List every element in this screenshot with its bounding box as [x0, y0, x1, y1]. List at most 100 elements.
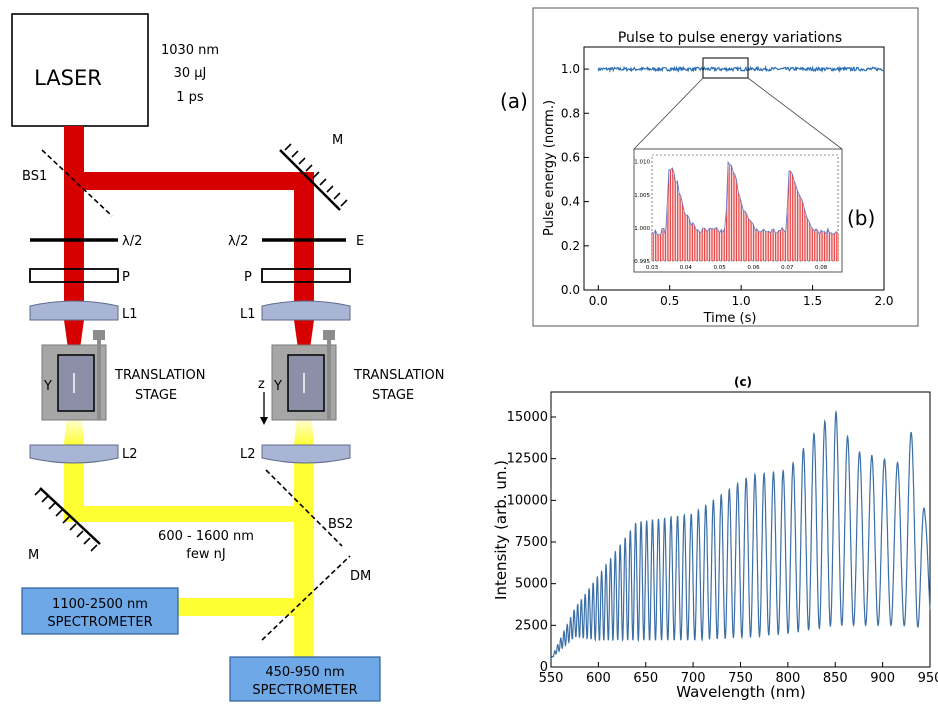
- chart-a-xtick-label: 0.5: [660, 294, 679, 308]
- chart-c-xtick-label: 650: [633, 671, 658, 686]
- chart-a-xlabel: Time (s): [703, 311, 757, 326]
- chart-c-xtick-label: 550: [539, 671, 564, 686]
- spectrometer-vis-label: SPECTROMETER: [252, 683, 357, 698]
- laser-spec-duration: 1 ps: [176, 90, 204, 105]
- chart-c-xtick-label: 800: [775, 671, 800, 686]
- inset-xtick-label: 0.05: [714, 265, 727, 271]
- chart-c-xtick-label: 900: [870, 671, 895, 686]
- polarizer-left-label: P: [122, 270, 130, 285]
- chart-a-ylabel: Pulse energy (norm.): [542, 100, 557, 236]
- lens-l2-right-label: L2: [240, 447, 256, 462]
- chart-a-series-line: [597, 64, 885, 74]
- chart-c-ticks: 550 600 650 700 750 800 850 900 950 0 2500 5000 7500…: [507, 410, 938, 686]
- chart-a-ytick-label: 0.6: [561, 150, 580, 164]
- attenuator-label: E: [356, 234, 364, 249]
- bs1-label: BS1: [22, 169, 47, 184]
- chart-a-ytick-label: 1.0: [561, 62, 580, 76]
- inset-ytick-label: 1.010: [634, 160, 650, 166]
- waveplate-left-label: λ/2: [122, 234, 142, 249]
- mirror-bottom: [34, 487, 101, 552]
- spectrometer-ir-box: [21, 587, 179, 635]
- spectrometer-vis-box: [229, 656, 381, 702]
- chart-a-xtick-label: 0.0: [589, 294, 608, 308]
- inset-ytick-label: 0.995: [634, 259, 650, 265]
- lens-l1-right: [261, 300, 351, 321]
- sc-energy-label: few nJ: [186, 547, 225, 562]
- stage-left-label-1: TRANSLATION: [114, 368, 205, 383]
- chart-a-ticks: 0.0 0.5 1.0 1.5 2.0 0.0 0.2 0.4 0.6 0.8 1.0: [561, 62, 894, 308]
- chart-c-ytick-label: 12500: [507, 452, 548, 467]
- laser-box: [11, 13, 149, 127]
- chart-a-ytick-label: 0.4: [561, 195, 580, 209]
- chart-c-series-line: [550, 409, 931, 659]
- inset-series-line: [651, 160, 839, 236]
- inset-xtick-label: 0.04: [680, 265, 693, 271]
- chart-a-ytick-label: 0.0: [561, 283, 580, 297]
- z-axis-label: z: [258, 377, 265, 392]
- inset-xtick-label: 0.03: [646, 265, 659, 271]
- sc-range-label: 600 - 1600 nm: [158, 529, 254, 544]
- zoom-box: [702, 57, 749, 79]
- mirror-bottom-label: M: [28, 548, 39, 563]
- spectrometer-vis-range: 450-950 nm: [265, 665, 344, 680]
- lens-l2-left-label: L2: [122, 447, 138, 462]
- optical-setup: LASER 1030 nm 30 μJ 1 ps BS1: [11, 13, 444, 702]
- chart-c-ytick-label: 7500: [515, 535, 548, 550]
- inset-xtick-label: 0.06: [747, 265, 760, 271]
- zoom-connector-left: [633, 77, 704, 150]
- chart-c-xtick-label: 850: [823, 671, 848, 686]
- chart-a-ytick-label: 0.2: [561, 239, 580, 253]
- chart-spectrum: (c) 550 600 650 700 750 800 850 900 950 0 2500 5000…: [492, 375, 938, 701]
- translation-stage-left: [41, 330, 107, 421]
- lens-l1-left-label: L1: [122, 307, 138, 322]
- panel-a-label: (a): [500, 89, 528, 113]
- z-axis-arrow: [260, 392, 268, 425]
- spectrometer-ir-range: 1100-2500 nm: [52, 597, 148, 612]
- zoom-connector-right: [747, 77, 843, 150]
- chart-a-xtick-label: 1.0: [732, 294, 751, 308]
- lens-l2-right: [261, 444, 351, 464]
- spectrometer-ir-label: SPECTROMETER: [47, 615, 152, 630]
- laser-label: LASER: [34, 66, 102, 90]
- chart-a-plot-area: [583, 46, 885, 291]
- chart-c-ytick-label: 10000: [507, 493, 548, 508]
- chart-pulse-energy: (a) Pulse to pulse energy variations 0.0…: [500, 7, 919, 327]
- beamsplitter-bs2: [265, 469, 343, 547]
- stage-left-label-2: STAGE: [135, 388, 177, 403]
- polarizer-right: [261, 268, 351, 283]
- chart-c-ytick-label: 2500: [515, 618, 548, 633]
- crystal-right-label: Y: [273, 379, 282, 394]
- chart-c-xlabel: Wavelength (nm): [676, 683, 806, 701]
- polarizer-left: [29, 268, 119, 283]
- chart-a-xtick-label: 1.5: [803, 294, 822, 308]
- panel-b-label: (b): [847, 206, 875, 230]
- laser-spec-wavelength: 1030 nm: [161, 43, 219, 58]
- chart-c-xtick-label: 600: [586, 671, 611, 686]
- inset-xtick-label: 0.07: [781, 265, 794, 271]
- inset-ticks: 0.03 0.04 0.05 0.06 0.07 0.08 0.995 1.000 1.005 1…: [634, 160, 827, 271]
- supercontinuum-beam: [64, 412, 314, 657]
- chart-c-xtick-label: 750: [728, 671, 753, 686]
- laser-spec-energy: 30 μJ: [174, 66, 207, 81]
- chart-c-ylabel: Intensity (arb. un.): [492, 460, 510, 600]
- stage-right-label-1: TRANSLATION: [353, 368, 444, 383]
- chart-c-xtick-label: 950: [918, 671, 938, 686]
- lens-l2-left: [29, 444, 119, 464]
- lens-l1-left: [29, 300, 119, 321]
- chart-c-ytick-label: 5000: [515, 577, 548, 592]
- beamsplitter-bs1: [41, 149, 113, 217]
- chart-c-ytick-label: 15000: [507, 410, 548, 425]
- mirror-top: [279, 143, 348, 211]
- stage-right-label-2: STAGE: [372, 388, 414, 403]
- chart-c-xtick-label: 700: [681, 671, 706, 686]
- polarizer-right-label: P: [244, 270, 252, 285]
- inset-ytick-label: 1.000: [634, 226, 650, 232]
- bs2-label: BS2: [328, 517, 353, 532]
- waveplate-right-label: λ/2: [228, 234, 248, 249]
- dichroic-mirror: [261, 555, 351, 641]
- mirror-top-label: M: [332, 133, 343, 148]
- chart-a-xtick-label: 2.0: [874, 294, 893, 308]
- inset-xtick-label: 0.08: [815, 265, 828, 271]
- chart-a-ytick-label: 0.8: [561, 106, 580, 120]
